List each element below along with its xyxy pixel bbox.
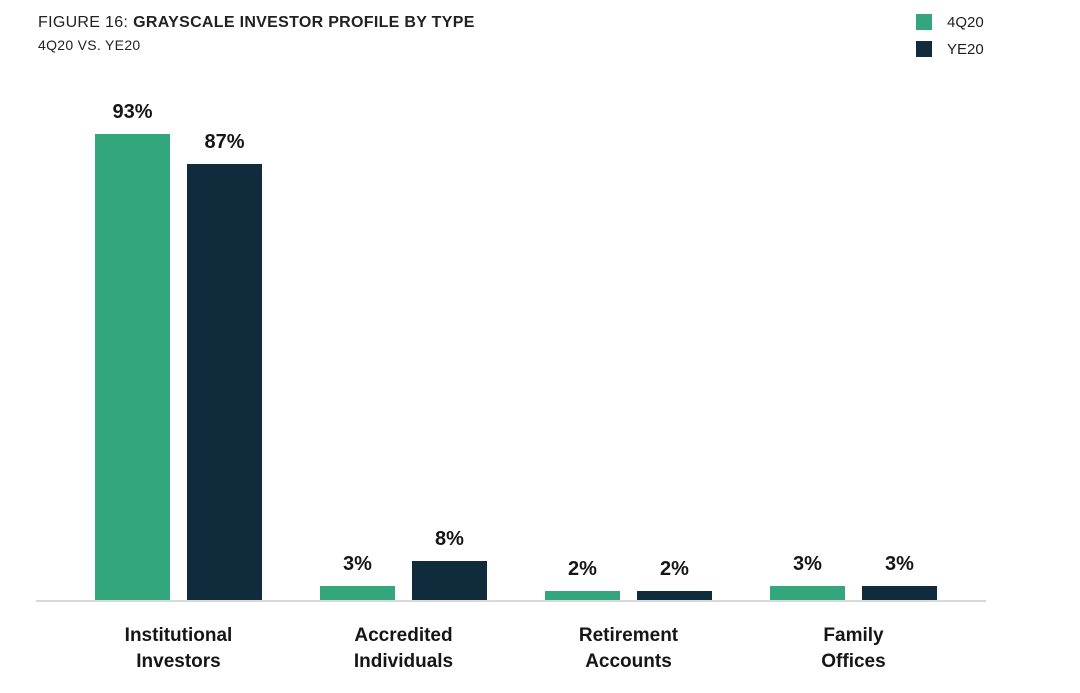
bar-4q20-retirement-accounts: [545, 591, 620, 601]
bar-value-label: 2%: [660, 558, 689, 580]
bar-ye20-family-offices: [862, 586, 937, 601]
category-label-retirement-accounts: Retirement Accounts: [578, 625, 679, 672]
bar-value-label: 3%: [885, 553, 914, 575]
category-label-accredited-individuals: Accredited Individuals: [353, 625, 454, 672]
category-label-family-offices: Family Offices: [821, 625, 886, 672]
legend-swatch-4q20: [916, 14, 932, 30]
figure-number-label: FIGURE 16:: [38, 14, 129, 31]
chart-title: FIGURE 16: GRAYSCALE INVESTOR PROFILE BY …: [38, 14, 475, 32]
bar-ye20-accredited-individuals: [412, 561, 487, 601]
bar-value-label: 93%: [112, 101, 153, 123]
bar-4q20-family-offices: [770, 586, 845, 601]
chart-subtitle: 4Q20 VS. YE20: [38, 37, 141, 53]
bar-4q20-accredited-individuals: [320, 586, 395, 601]
legend-label-4q20: 4Q20: [947, 13, 984, 31]
legend-swatch-ye20: [916, 41, 932, 57]
bar-value-label: 8%: [435, 528, 464, 550]
legend-item-ye20: YE20: [916, 40, 984, 58]
bar-ye20-institutional-investors: [187, 164, 262, 601]
chart-header: FIGURE 16: GRAYSCALE INVESTOR PROFILE BY …: [38, 14, 475, 53]
bar-value-label: 3%: [793, 553, 822, 575]
x-axis-baseline: [36, 600, 986, 602]
bar-value-label: 2%: [568, 558, 597, 580]
category-label-institutional-investors: Institutional Investors: [124, 625, 233, 672]
bar-4q20-institutional-investors: [95, 134, 170, 601]
bar-ye20-retirement-accounts: [637, 591, 712, 601]
legend-label-ye20: YE20: [947, 40, 984, 58]
bar-value-label: 87%: [204, 131, 245, 153]
bar-value-label: 3%: [343, 553, 372, 575]
chart-title-text: GRAYSCALE INVESTOR PROFILE BY TYPE: [133, 14, 475, 31]
chart-legend: 4Q20 YE20: [916, 14, 984, 68]
legend-item-4q20: 4Q20: [916, 13, 984, 31]
